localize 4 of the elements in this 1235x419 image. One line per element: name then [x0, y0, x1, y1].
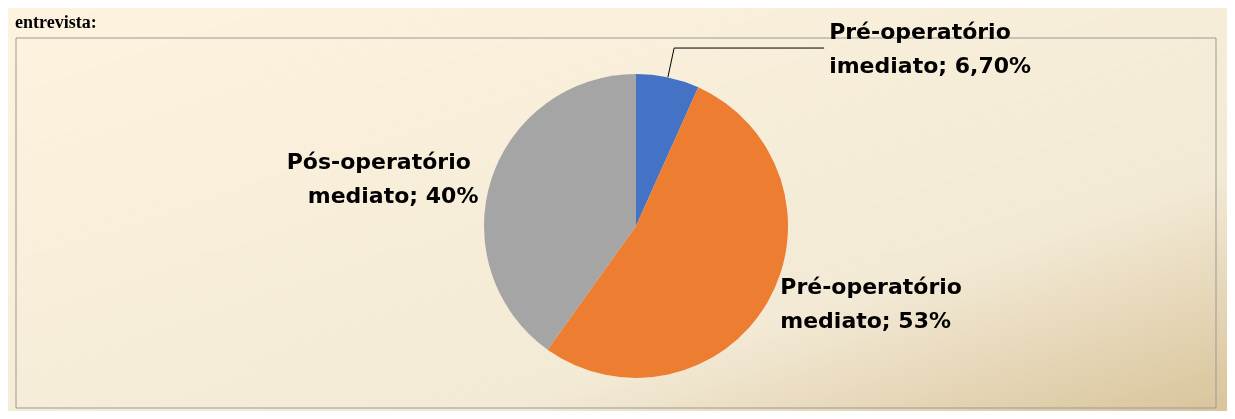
slice-label: Pré-operatório imediato; 6,70% — [829, 18, 1032, 78]
slice-label: Pós-operatório mediato; 40% — [286, 148, 479, 208]
slice-label: Pré-operatório mediato; 53% — [780, 274, 970, 334]
text: entrevista: — [15, 12, 97, 32]
